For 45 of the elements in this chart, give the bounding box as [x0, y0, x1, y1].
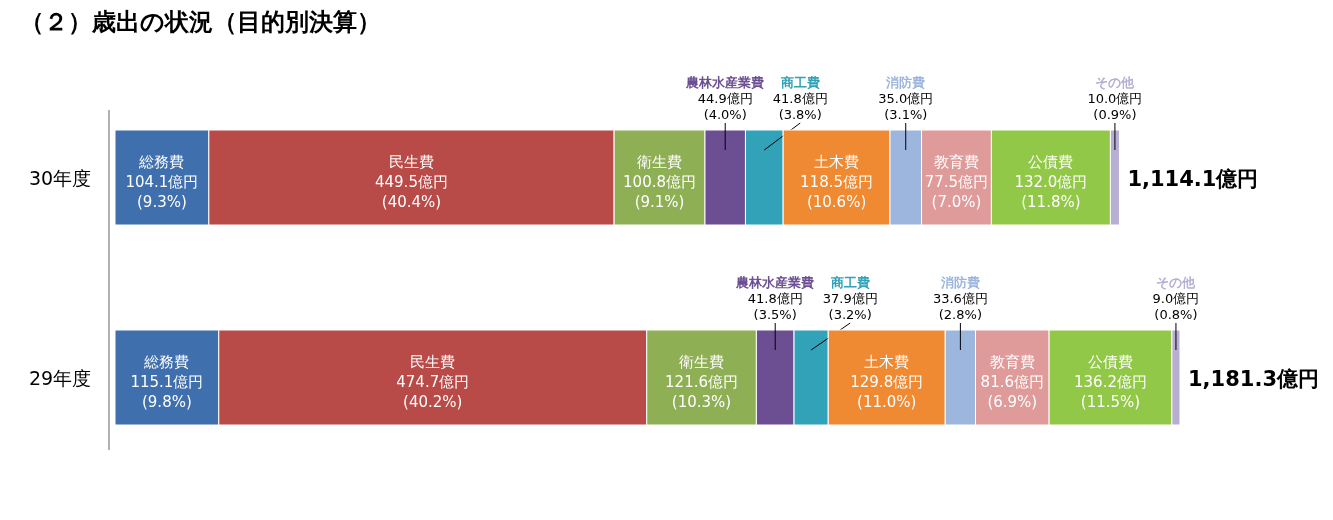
series-label: 土木費 [814, 152, 860, 171]
data-label: 115.1億円 (9.8%) [130, 372, 204, 411]
series-label: 教育費 [933, 152, 979, 171]
data-label: 35.0億円 (3.1%) [878, 91, 934, 122]
data-label: 100.8億円 (9.1%) [623, 172, 697, 211]
y-tick-label: 30年度 [28, 166, 92, 189]
series-label: 衛生費 [637, 152, 683, 171]
series-label: 公債費 [1028, 152, 1074, 171]
data-label: 132.0億円 (11.8%) [1014, 172, 1088, 211]
total-label: 1,181.3億円 [1188, 366, 1320, 391]
text: その他 [1095, 75, 1136, 90]
text: 衛生費 [679, 352, 725, 371]
data-label: 118.5億円 (10.6%) [800, 172, 874, 211]
data-label: 121.6億円 (10.3%) [665, 372, 739, 411]
data-label: 33.6億円 (2.8%) [932, 291, 988, 322]
data-label: 10.0億円 (0.9%) [1087, 91, 1143, 122]
text: 土木費 [864, 352, 910, 371]
data-label: 129.8億円 (11.0%) [850, 372, 924, 411]
data-label: 44.9億円 (4.0%) [697, 91, 753, 122]
text: 消防費 [885, 75, 926, 90]
data-label: 41.8億円 (3.8%) [772, 91, 828, 122]
text: 教育費 [989, 352, 1035, 371]
data-label: 104.1億円 (9.3%) [125, 172, 199, 211]
text: その他 [1156, 275, 1196, 290]
total-label: 1,114.1億円 [1127, 166, 1259, 191]
data-label: 77.5億円 (7.0%) [924, 172, 989, 211]
data-label: 9.0億円 (0.8%) [1152, 291, 1200, 322]
text: 総務費 [144, 352, 190, 371]
text: 農林水産業費 [736, 275, 815, 290]
text: 農林水産業費 [685, 75, 765, 90]
data-label: 449.5億円 (40.4%) [375, 172, 448, 211]
text: 消防費 [940, 275, 980, 290]
data-label: 81.6億円 (6.9%) [980, 372, 1045, 411]
series-label: 民生費 [388, 152, 434, 171]
data-label: 136.2億円 (11.5%) [1074, 372, 1147, 411]
text: 商工費 [779, 75, 820, 90]
text: 公債費 [1087, 352, 1133, 371]
data-label: 41.8億円 (3.5%) [747, 291, 803, 322]
text: 民生費 [410, 352, 456, 371]
series-label: 総務費 [138, 152, 185, 171]
data-label: 474.7億円 (40.2%) [396, 372, 470, 411]
y-tick-label: 29年度 [28, 366, 92, 389]
chart-title: （２）歳出の状況（目的別決算） [20, 8, 381, 36]
data-label: 37.9億円 (3.2%) [822, 291, 878, 322]
text: 商工費 [830, 275, 870, 290]
